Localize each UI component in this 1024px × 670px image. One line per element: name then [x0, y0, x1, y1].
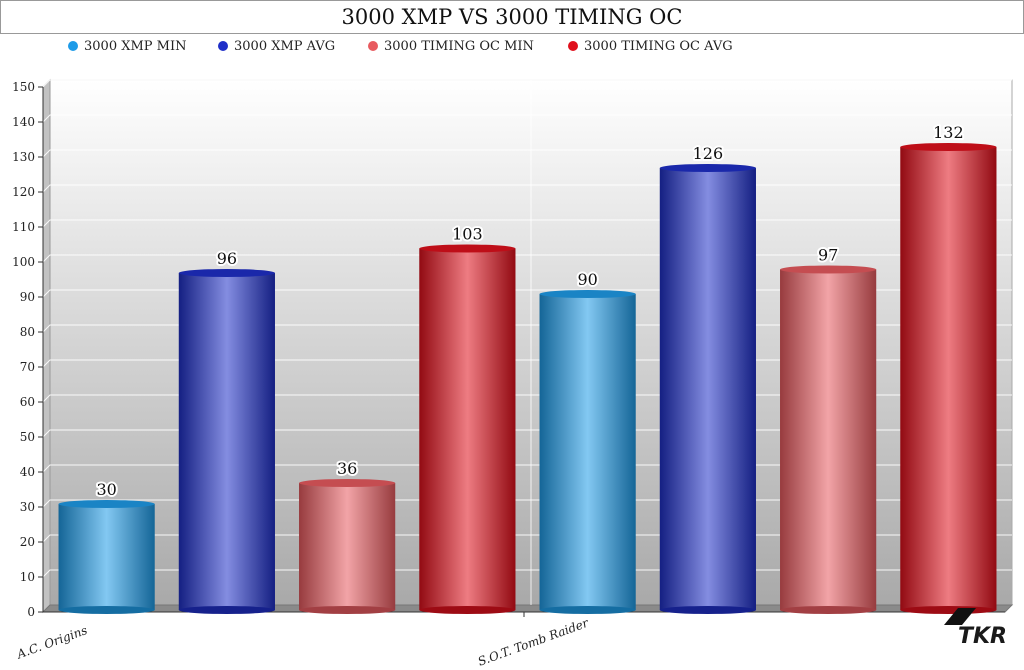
bar-cap	[780, 265, 877, 274]
y-tick-label: 130	[12, 150, 35, 164]
bar-body	[659, 168, 756, 610]
y-tick-label: 70	[20, 360, 35, 374]
bar-cap	[539, 290, 636, 298]
bar-value-label: 90	[577, 270, 597, 289]
bar-1-1	[659, 164, 756, 614]
y-tick-label: 10	[20, 570, 35, 584]
tkr-watermark-logo: TKR	[944, 608, 1008, 650]
bar-value-label: 96	[217, 249, 237, 268]
legend-label: 3000 TIMING OC AVG	[584, 39, 733, 54]
legend-item[interactable]: 3000 TIMING OC MIN	[368, 39, 534, 54]
y-tick-label: 60	[20, 395, 35, 409]
bar-body	[900, 147, 997, 610]
legend-label: 3000 TIMING OC MIN	[384, 39, 534, 54]
bar-0-3	[419, 244, 516, 614]
bar-value-label: 126	[693, 144, 724, 163]
chart-title: 3000 XMP VS 3000 TIMING OC	[0, 0, 1024, 34]
legend-marker	[368, 41, 378, 51]
bar-base	[539, 606, 636, 614]
bar-1-2	[780, 265, 877, 614]
bar-base	[58, 606, 155, 614]
bar-cap	[900, 143, 997, 151]
bar-body	[299, 483, 396, 610]
bar-cap	[178, 269, 275, 277]
watermark-text: TKR	[958, 624, 1007, 649]
y-tick-label: 150	[12, 80, 35, 94]
legend-marker	[568, 41, 578, 51]
bar-0-1	[178, 269, 275, 614]
gridline	[42, 114, 1012, 123]
bar-value-label: 36	[337, 459, 357, 478]
bar-body	[539, 294, 636, 610]
bar-0-0	[58, 500, 155, 614]
bar-base	[299, 606, 396, 614]
y-tick-label: 40	[20, 465, 35, 479]
bar-value-label: 30	[96, 480, 116, 499]
bar-base	[419, 606, 516, 614]
bar-body	[58, 504, 155, 610]
bar-base	[900, 606, 997, 614]
gridline	[42, 79, 1012, 88]
legend-label: 3000 XMP AVG	[234, 39, 336, 54]
legend-item[interactable]: 3000 XMP MIN	[68, 39, 186, 54]
y-tick-label: 0	[27, 605, 35, 619]
legend-item[interactable]: 3000 TIMING OC AVG	[568, 39, 733, 54]
y-tick-label: 50	[20, 430, 35, 444]
legend-marker	[218, 41, 228, 51]
gridline	[42, 149, 1012, 158]
y-tick-label: 30	[20, 500, 35, 514]
bar-cap	[419, 244, 516, 253]
bar-body	[780, 269, 877, 610]
bar-1-3	[900, 143, 997, 614]
plot-side-wall	[42, 78, 51, 614]
bar-0-2	[299, 479, 396, 614]
bar-value-label: 103	[452, 225, 483, 244]
bar-value-label: 132	[933, 123, 964, 142]
bar-base	[178, 606, 275, 614]
bar-base	[659, 606, 756, 614]
legend-marker	[68, 41, 78, 51]
x-category-label: S.O.T. Tomb Raider	[476, 615, 591, 668]
y-tick-label: 140	[12, 115, 35, 129]
y-tick-label: 110	[12, 220, 35, 234]
legend-label: 3000 XMP MIN	[84, 39, 187, 54]
legend-item[interactable]: 3000 XMP AVG	[218, 39, 335, 54]
bar-cap	[299, 479, 396, 487]
bar-cap	[58, 500, 155, 508]
bar-value-label: 97	[818, 246, 838, 265]
y-tick-label: 80	[20, 325, 35, 339]
y-tick-label: 20	[20, 535, 35, 549]
bar-cap	[659, 164, 756, 172]
bar-1-0	[539, 290, 636, 614]
bar-body	[419, 248, 516, 610]
bar-base	[780, 606, 877, 614]
y-tick-label: 90	[20, 290, 35, 304]
y-tick-label: 120	[12, 185, 35, 199]
x-category-label: A.C. Origins	[14, 623, 89, 662]
bar-body	[178, 273, 275, 610]
y-tick-label: 100	[12, 255, 35, 269]
